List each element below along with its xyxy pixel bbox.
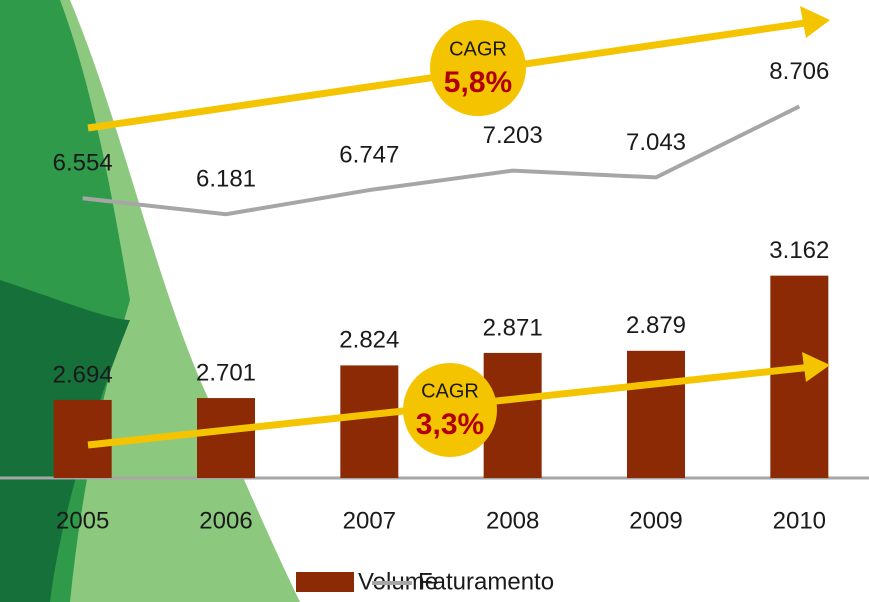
cagr-top: CAGR 5,8% [88, 6, 830, 128]
line [83, 106, 800, 214]
value-label: 8.706 [769, 58, 829, 85]
annotation: CAGR [449, 38, 507, 60]
value-label: 6.554 [53, 150, 113, 177]
value-label: 2.694 [53, 361, 113, 388]
legend-label: Faturamento [418, 568, 554, 595]
value-label: 2.879 [626, 312, 686, 339]
value-label: 6.747 [339, 141, 399, 168]
legend: Volume Faturamento [296, 568, 554, 595]
bar [627, 351, 685, 478]
x-tick-label: 2010 [773, 507, 826, 534]
value-label: 2.701 [196, 359, 256, 386]
x-tick-label: 2007 [343, 507, 396, 534]
annotation: 5,8% [444, 66, 512, 99]
x-tick-label: 2008 [486, 507, 539, 534]
x-tick-label: 2006 [199, 507, 252, 534]
bar [197, 398, 255, 478]
background-decoration [0, 0, 300, 602]
value-label: 6.181 [196, 166, 256, 193]
annotation: 3,3% [416, 408, 484, 441]
bar [770, 276, 828, 478]
value-label: 2.871 [483, 314, 543, 341]
x-tick-label: 2009 [629, 507, 682, 534]
chart: 2005 2006 2007 2008 2009 2010 2.694 2.701 2.824 2… [0, 0, 869, 602]
legend-swatch [296, 572, 354, 592]
x-tick-label: 2005 [56, 507, 109, 534]
value-label: 2.824 [339, 327, 399, 354]
bar [340, 365, 398, 478]
annotation: CAGR [421, 380, 479, 402]
bar [54, 400, 112, 478]
value-label: 3.162 [769, 237, 829, 264]
value-label: 7.043 [626, 129, 686, 156]
value-label: 7.203 [483, 122, 543, 149]
